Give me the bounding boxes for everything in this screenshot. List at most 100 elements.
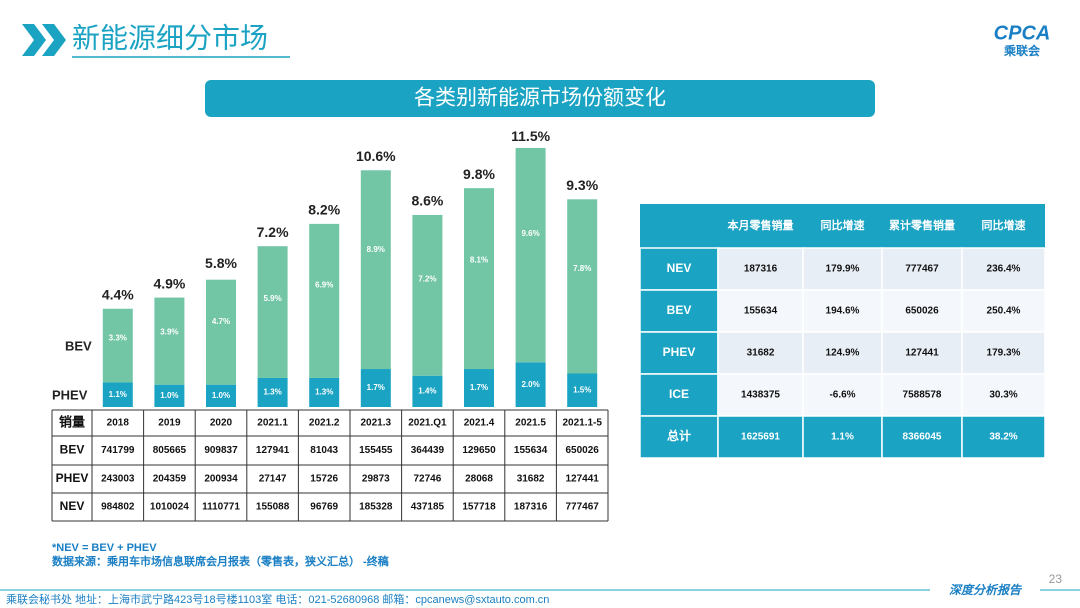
note: *NEV = BEV + PHEV [52, 542, 157, 554]
x-tick-label: 2021.2 [309, 418, 340, 429]
row-label: NEV [60, 499, 85, 513]
total-label: 4.4% [102, 286, 134, 302]
table-cell: 909837 [204, 445, 238, 456]
table-cell: 96769 [310, 502, 338, 513]
table-cell-bg [961, 289, 1046, 333]
total-label: 10.6% [356, 148, 396, 164]
total-label: 9.3% [566, 177, 598, 193]
table-header: 销量 [59, 414, 85, 429]
total-label: 11.5% [511, 128, 550, 144]
row-label: 总计 [667, 428, 691, 443]
table-cell: 777467 [566, 502, 600, 513]
table-cell-bg [639, 247, 719, 291]
data-label: 3.3% [109, 333, 127, 342]
data-label: 1.3% [263, 388, 281, 397]
table-cell-bg [881, 331, 963, 375]
total-label: 4.9% [153, 275, 185, 291]
table-cell: 129650 [462, 445, 496, 456]
bar-segment [567, 199, 598, 374]
table-cell: 31682 [517, 474, 545, 485]
table-cell: 1438375 [741, 390, 780, 401]
bar-segment [515, 147, 546, 363]
table-cell: 777467 [905, 264, 939, 275]
table-cell: 243003 [101, 474, 135, 485]
table-cell: 437185 [411, 502, 445, 513]
bar-segment [154, 384, 185, 407]
data-label: 8.9% [367, 245, 385, 254]
row-label: PHEV [56, 471, 89, 485]
table-cell: 27147 [259, 474, 287, 485]
total-label: 7.2% [257, 224, 289, 240]
total-label: 9.8% [463, 166, 495, 182]
table-cell: 155455 [359, 445, 393, 456]
table-cell-bg [802, 373, 883, 417]
row-label: ICE [669, 387, 689, 401]
total-label: 8.6% [411, 193, 443, 209]
table-cell: 7588578 [903, 390, 942, 401]
table-cell-bg [717, 247, 804, 291]
data-label: 9.6% [521, 229, 539, 238]
total-label: 8.2% [308, 202, 340, 218]
legend-label: BEV [65, 338, 92, 353]
table-cell-bg [717, 415, 804, 459]
table-cell: 127441 [566, 474, 600, 485]
table-cell: 1110771 [202, 502, 240, 513]
table-cell-bg [717, 373, 804, 417]
table-cell-bg [802, 331, 883, 375]
x-tick-label: 2021.1 [257, 418, 288, 429]
table-cell: 805665 [153, 445, 187, 456]
bar-segment [257, 377, 288, 407]
data-label: 1.3% [315, 388, 333, 397]
table-cell: 31682 [747, 348, 775, 359]
data-label: 1.5% [573, 385, 591, 394]
x-tick-label: 2018 [107, 418, 130, 429]
table-cell: 28068 [465, 474, 493, 485]
bar-segment [102, 308, 133, 383]
table-cell: 185328 [359, 502, 393, 513]
table-cell-bg [961, 373, 1046, 417]
row-label: BEV [60, 443, 85, 457]
bar-segment [206, 384, 236, 407]
x-tick-label: 2021.4 [464, 418, 495, 429]
table-cell: 650026 [566, 445, 600, 456]
bar-segment [464, 369, 494, 407]
table-cell: 8366045 [903, 432, 942, 443]
table-cell: 81043 [310, 445, 338, 456]
table-cell: 1.1% [831, 432, 854, 443]
row-label: NEV [667, 261, 692, 275]
table-cell: 127941 [256, 445, 290, 456]
data-label: 7.8% [573, 264, 591, 273]
bar-segment [464, 188, 494, 370]
table-cell-bg [639, 331, 719, 375]
table-cell-bg [717, 289, 804, 333]
table-cell: 984802 [101, 502, 135, 513]
bar-segment [412, 214, 443, 376]
data-label: 1.1% [109, 390, 127, 399]
note: 数据来源：乘用车市场信息联席会月报表（零售表，狭义汇总） -终稿 [52, 554, 389, 568]
table-cell: 72746 [413, 474, 441, 485]
table-cell: 200934 [204, 474, 238, 485]
bar-segment [309, 377, 340, 407]
table-cell: 364439 [411, 445, 445, 456]
bar-segment [206, 279, 236, 385]
banner [205, 80, 875, 117]
table-cell: 250.4% [987, 306, 1021, 317]
table-cell: 204359 [153, 474, 187, 485]
table-cell: 155634 [514, 445, 548, 456]
column-header: 同比增速 [982, 218, 1026, 232]
x-tick-label: 2019 [158, 418, 181, 429]
table-cell: 38.2% [989, 432, 1017, 443]
bar-segment [412, 375, 443, 407]
bar-segment [360, 170, 391, 370]
logo: CPCA [994, 22, 1051, 44]
chevron [22, 24, 46, 56]
page-title: 新能源细分市场 [72, 22, 268, 53]
row-label: BEV [667, 303, 692, 317]
table-cell-bg [802, 289, 883, 333]
data-label: 1.4% [418, 386, 436, 395]
bar-segment [154, 297, 185, 385]
table-cell: 236.4% [987, 264, 1021, 275]
banner-text: 各类别新能源市场份额变化 [414, 87, 666, 110]
row-label: PHEV [663, 345, 696, 359]
table-cell: 179.9% [826, 264, 860, 275]
